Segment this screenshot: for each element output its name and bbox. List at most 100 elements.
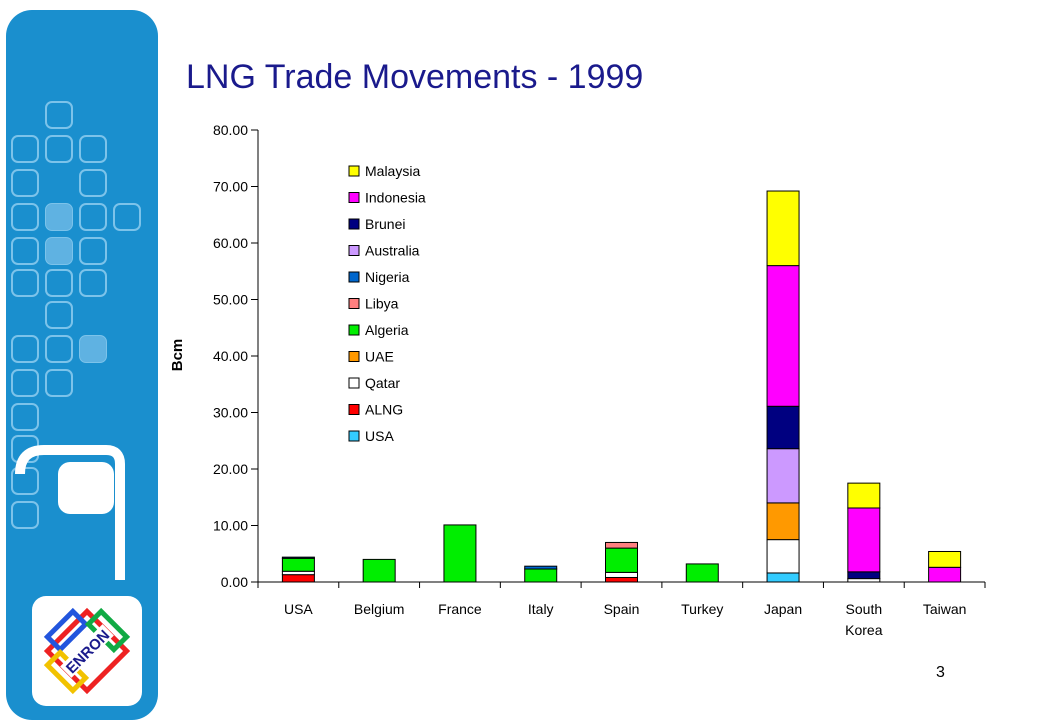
bar-segment-algeria	[443, 524, 477, 583]
sidebar-tile	[11, 135, 39, 163]
sidebar-tile	[45, 135, 73, 163]
sidebar-tile	[11, 369, 39, 397]
legend-swatch	[348, 324, 360, 336]
bar-segment-nigeria	[524, 565, 558, 570]
bar-segment-algeria	[605, 547, 638, 573]
lng-trade-chart: 0.00 10.00 20.00 30.00 40.00 50.00 60.00 70.00 8…	[169, 122, 986, 638]
y-tick-label: 80.00	[213, 122, 248, 138]
sidebar-tile	[79, 135, 107, 163]
sidebar-tile-filled	[46, 238, 72, 264]
sidebar-tile-filled	[80, 336, 106, 362]
legend-swatch	[348, 245, 360, 256]
y-tick-label: 70.00	[213, 179, 248, 195]
chart-axes: 0.00 10.00 20.00 30.00 40.00 50.00 60.00 70.00 8…	[213, 122, 986, 638]
page-number: 3	[936, 664, 945, 681]
legend-label: ALNG	[365, 402, 403, 418]
x-tick-label: Japan	[764, 601, 802, 617]
legend-swatch	[348, 430, 360, 442]
x-tick-label: USA	[284, 601, 313, 617]
legend-swatch	[348, 377, 360, 389]
sidebar-tile	[11, 269, 39, 297]
legend-label: Indonesia	[365, 190, 426, 206]
sidebar-tile	[45, 369, 73, 397]
legend-label: Brunei	[365, 216, 405, 232]
y-tick-label: 40.00	[213, 348, 248, 364]
bar-segment-uae	[766, 502, 800, 541]
legend-label: UAE	[365, 349, 394, 365]
x-tick-label: Italy	[528, 601, 554, 617]
y-tick-label: 30.00	[213, 405, 248, 421]
bar-segment-alng	[605, 576, 638, 583]
bar-segment-usa	[766, 572, 800, 583]
sidebar-decoration: ENRON	[0, 0, 160, 720]
sidebar-frame-graphic	[15, 445, 125, 580]
legend-label: Qatar	[365, 375, 400, 391]
sidebar-tile	[11, 237, 39, 265]
sidebar-tile	[11, 403, 39, 431]
bar-segment-malaysia	[766, 190, 800, 267]
bar-segment-algeria	[281, 557, 315, 572]
legend-label: Malaysia	[365, 163, 420, 179]
y-tick-label: 20.00	[213, 461, 248, 477]
y-tick-label: 60.00	[213, 235, 248, 251]
legend-swatch	[348, 165, 360, 177]
bar-segment-malaysia	[928, 550, 962, 568]
x-tick-label: Korea	[845, 622, 883, 638]
sidebar-tile	[79, 169, 107, 197]
sidebar-white-tile	[58, 462, 114, 514]
bar-segment-qatar	[605, 571, 638, 578]
legend-swatch	[348, 218, 360, 230]
y-tick-label: 50.00	[213, 292, 248, 308]
legend-swatch	[348, 298, 360, 309]
chart-bars	[281, 190, 962, 583]
bar-segment-indonesia	[847, 507, 881, 573]
sidebar-tile	[11, 203, 39, 231]
x-tick-label: Taiwan	[923, 601, 967, 617]
bar-segment-qatar	[281, 570, 315, 576]
bar-segment-libya	[605, 541, 638, 549]
sidebar-tile-filled	[46, 204, 72, 230]
bar-segment-algeria	[524, 568, 558, 583]
y-axis-title: Bcm	[169, 339, 186, 372]
sidebar-tile-pattern	[11, 101, 141, 529]
legend-label: Algeria	[365, 322, 409, 338]
legend-swatch	[348, 404, 360, 415]
slide-title: LNG Trade Movements - 1999	[186, 58, 644, 96]
y-tick-label: 0.00	[221, 574, 248, 590]
sidebar-tile	[45, 301, 73, 329]
bar-segment-australia	[766, 448, 800, 504]
legend-label: Nigeria	[365, 269, 410, 285]
sidebar-tile	[45, 101, 73, 129]
bar-segment-brunei	[766, 405, 800, 450]
x-tick-label: South	[846, 601, 883, 617]
sidebar-tile	[45, 335, 73, 363]
sidebar-tile	[113, 203, 141, 231]
x-tick-label: Turkey	[681, 601, 723, 617]
legend-swatch	[348, 271, 360, 283]
sidebar-tile	[11, 169, 39, 197]
x-tick-label: France	[438, 601, 482, 617]
bar-segment-algeria	[362, 558, 396, 583]
bar-segment-qatar	[847, 578, 881, 583]
bar-segment-indonesia	[766, 265, 800, 407]
legend-swatch	[348, 351, 360, 362]
bar-segment-algeria	[685, 563, 719, 583]
sidebar-tile	[79, 269, 107, 297]
legend-swatch	[348, 192, 360, 203]
bar-segment-alng	[281, 574, 315, 583]
bar-segment-nigeria	[281, 556, 315, 559]
x-tick-label: Spain	[604, 601, 640, 617]
bar-segment-brunei	[847, 571, 881, 580]
bar-segment-indonesia	[928, 566, 962, 583]
sidebar-tile	[79, 203, 107, 231]
sidebar-tile	[45, 269, 73, 297]
chart-legend: Malaysia Indonesia Brunei Australia Nigeria L…	[348, 163, 426, 444]
sidebar-tile	[11, 501, 39, 529]
legend-label: USA	[365, 428, 394, 444]
bar-segment-malaysia	[847, 482, 881, 509]
x-tick-label: Belgium	[354, 601, 405, 617]
y-tick-label: 10.00	[213, 518, 248, 534]
sidebar-tile	[11, 335, 39, 363]
legend-label: Libya	[365, 296, 399, 312]
bar-segment-qatar	[766, 539, 800, 574]
